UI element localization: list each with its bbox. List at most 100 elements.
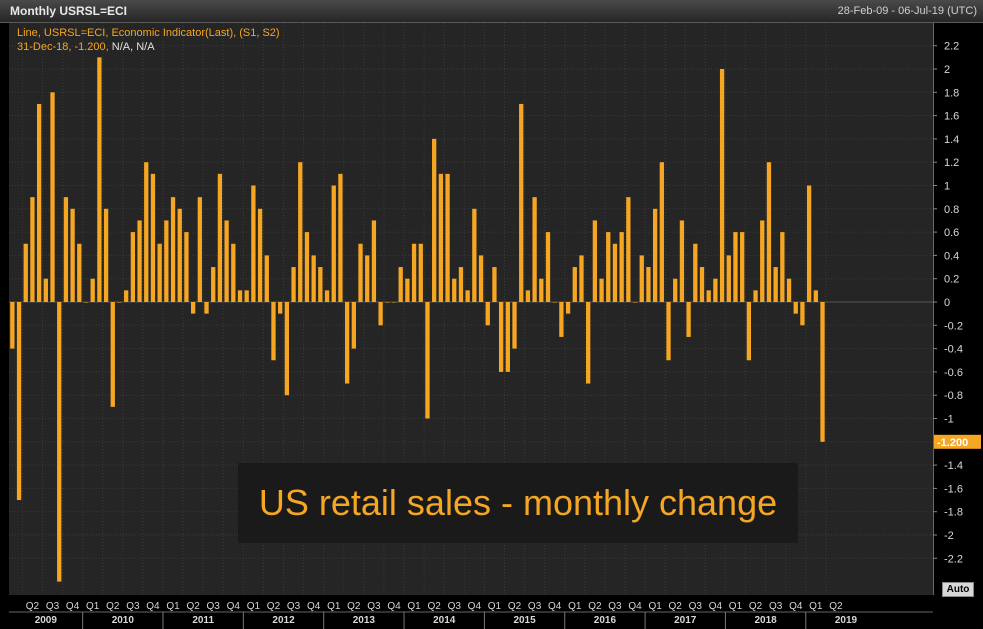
bar-month-84 — [572, 267, 577, 302]
bar-month-86 — [586, 302, 591, 384]
year-label: 2014 — [433, 615, 456, 626]
quarter-label: Q2 — [186, 601, 200, 612]
bar-month-120 — [813, 290, 818, 302]
quarter-label: Q4 — [66, 601, 80, 612]
bar-month-107 — [726, 255, 731, 302]
bar-month-41 — [284, 302, 290, 396]
bar-month-88 — [599, 278, 604, 302]
bar-month-25 — [177, 208, 182, 302]
y-tick-label: 0.8 — [944, 204, 959, 216]
y-tick-label: 1.2 — [944, 157, 959, 169]
bar-month-78 — [532, 197, 537, 302]
quarter-label: Q4 — [387, 601, 401, 612]
bar-month-15 — [110, 302, 115, 407]
bar-month-52 — [358, 243, 363, 302]
bar-month-17 — [124, 290, 129, 302]
quarter-label: Q2 — [26, 601, 40, 612]
y-tick-label: -2.2 — [944, 553, 963, 565]
bar-month-68 — [465, 290, 470, 302]
y-tick-label: -0.6 — [944, 367, 963, 379]
quarter-label: Q1 — [166, 601, 180, 612]
bar-month-7 — [57, 302, 62, 582]
y-tick-label: -1.8 — [944, 507, 963, 519]
y-tick-label: -2 — [944, 530, 954, 542]
year-label: 2017 — [674, 615, 697, 626]
bar-month-5 — [43, 278, 48, 302]
bar-month-99 — [673, 278, 678, 302]
bar-month-116 — [786, 278, 792, 302]
bar-month-105 — [713, 278, 718, 302]
bar-month-121 — [820, 302, 825, 442]
bar-month-106 — [719, 69, 725, 302]
year-label: 2016 — [594, 615, 617, 626]
bar-month-63 — [432, 138, 437, 302]
y-tick-label: 1.6 — [944, 111, 959, 123]
quarter-label: Q2 — [508, 601, 522, 612]
quarter-label: Q4 — [307, 601, 321, 612]
bar-month-81 — [552, 302, 557, 303]
quarter-label: Q1 — [648, 601, 662, 612]
bars — [10, 57, 825, 582]
y-tick-label: 0.4 — [944, 250, 959, 262]
bar-month-10 — [77, 243, 82, 302]
bar-month-22 — [157, 243, 162, 302]
bar-month-113 — [766, 162, 772, 302]
quarter-label: Q4 — [146, 601, 160, 612]
quarter-label: Q2 — [749, 601, 763, 612]
bar-month-67 — [458, 267, 464, 302]
quarter-label: Q3 — [367, 601, 381, 612]
bar-month-73 — [498, 302, 504, 372]
bar-month-58 — [398, 267, 403, 302]
auto-scale-button[interactable]: Auto — [942, 582, 974, 597]
chart-title: Monthly USRSL=ECI — [10, 4, 128, 18]
y-axis-ticks: 2.2 2 1.8 1.6 1.4 1.2 1 0.8 0.6 0.4 0.2 0 -0.2 -0.4 -0… — [933, 41, 963, 565]
quarter-label: Q2 — [669, 601, 683, 612]
y-tick-label: -0.2 — [944, 320, 963, 332]
bar-month-18 — [130, 232, 136, 302]
quarter-label: Q4 — [468, 601, 482, 612]
quarter-label: Q3 — [769, 601, 783, 612]
bar-month-112 — [760, 220, 765, 302]
year-label: 2018 — [754, 615, 777, 626]
bar-month-115 — [780, 232, 785, 302]
na-values: N/A, N/A — [111, 41, 155, 53]
bar-month-111 — [753, 290, 758, 302]
bar-month-3 — [30, 197, 35, 302]
year-label: 2013 — [353, 615, 376, 626]
bar-month-11 — [83, 302, 89, 303]
bar-month-101 — [686, 302, 691, 337]
y-axis-panel[interactable] — [933, 23, 983, 595]
bar-month-8 — [63, 197, 69, 302]
year-label: 2012 — [272, 615, 295, 626]
quarter-label: Q3 — [448, 601, 462, 612]
quarter-label: Q2 — [829, 601, 843, 612]
bar-month-76 — [519, 103, 524, 302]
bar-month-72 — [492, 267, 497, 302]
bar-month-65 — [445, 173, 450, 302]
bar-month-51 — [351, 302, 356, 349]
annotation-box: US retail sales - monthly change — [238, 463, 798, 543]
quarter-label: Q1 — [488, 601, 502, 612]
bar-month-102 — [693, 243, 698, 302]
bar-month-83 — [565, 302, 571, 314]
date-range: 28-Feb-09 - 06-Jul-19 (UTC) — [837, 5, 977, 17]
quarter-label: Q4 — [548, 601, 562, 612]
quarter-label: Q1 — [568, 601, 582, 612]
bar-month-69 — [472, 208, 477, 302]
bar-month-110 — [746, 302, 752, 361]
bar-month-61 — [418, 243, 423, 302]
bar-month-53 — [365, 255, 370, 302]
y-tick-label: 1 — [944, 181, 950, 193]
y-tick-label: -1.4 — [944, 460, 963, 472]
bar-month-92 — [626, 197, 631, 302]
y-tick-label: 0.2 — [944, 274, 959, 286]
bar-month-0 — [10, 302, 15, 349]
bar-month-79 — [539, 278, 544, 302]
series-last-value: 31-Dec-18, -1.200, N/A, N/A — [17, 41, 155, 53]
bar-month-97 — [659, 162, 664, 302]
bar-month-4 — [36, 103, 42, 302]
bar-month-104 — [706, 290, 711, 302]
bar-month-30 — [211, 267, 216, 302]
quarter-label: Q1 — [729, 601, 743, 612]
